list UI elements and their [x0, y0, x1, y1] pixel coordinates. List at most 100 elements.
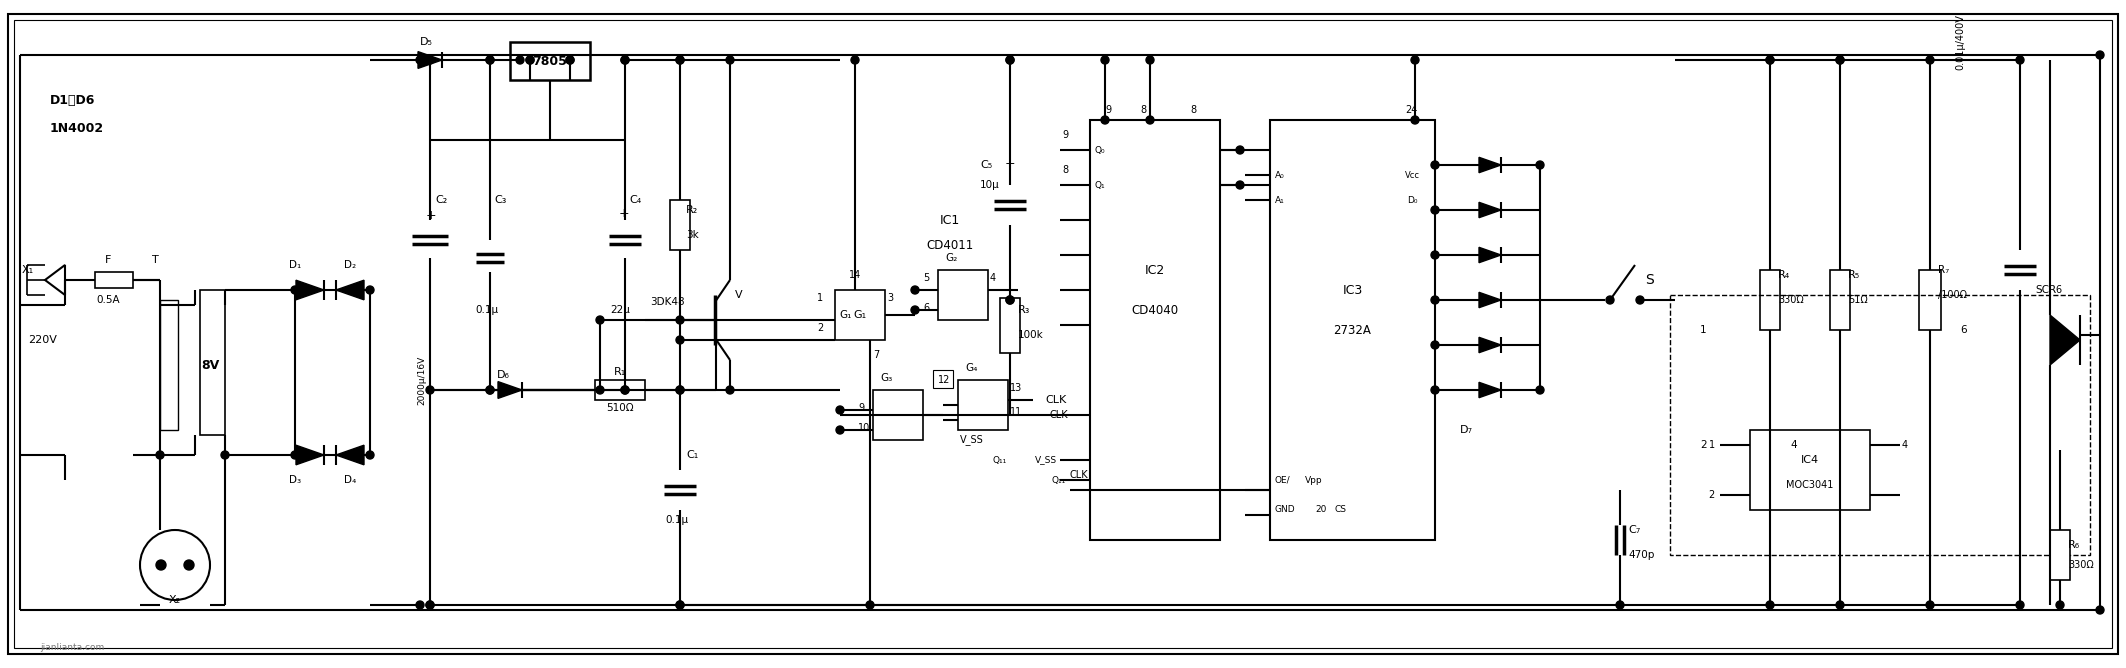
Circle shape — [1535, 386, 1543, 394]
Circle shape — [525, 56, 534, 64]
Circle shape — [621, 386, 629, 394]
Bar — [959, 380, 1008, 430]
Text: 51Ω: 51Ω — [1847, 295, 1869, 305]
Text: SCR: SCR — [2035, 285, 2056, 295]
Text: V_SS: V_SS — [961, 435, 984, 446]
Bar — [670, 200, 691, 250]
Text: 24: 24 — [1405, 105, 1418, 115]
Text: 9: 9 — [1063, 130, 1067, 140]
Text: 3k: 3k — [687, 230, 699, 240]
Circle shape — [1926, 56, 1935, 64]
Text: D₀: D₀ — [1407, 196, 1418, 204]
Text: C₃: C₃ — [493, 195, 506, 205]
Circle shape — [291, 286, 300, 294]
Circle shape — [2056, 601, 2064, 609]
Circle shape — [1431, 296, 1439, 304]
Text: V_SS: V_SS — [1035, 456, 1057, 464]
Polygon shape — [296, 445, 323, 465]
Text: R₇: R₇ — [1939, 265, 1950, 275]
Circle shape — [487, 56, 493, 64]
Text: D₅: D₅ — [421, 37, 434, 47]
Text: G₃: G₃ — [880, 373, 893, 383]
Circle shape — [2015, 56, 2024, 64]
Circle shape — [676, 386, 685, 394]
Text: C₇: C₇ — [1629, 525, 1641, 535]
Text: CS: CS — [1335, 506, 1348, 514]
Bar — [96, 272, 134, 288]
Text: C₄: C₄ — [629, 195, 642, 205]
Circle shape — [425, 601, 434, 609]
Text: Vpp: Vpp — [1305, 476, 1322, 484]
Text: 6: 6 — [923, 303, 929, 313]
Text: 2000μ/16V: 2000μ/16V — [417, 355, 427, 405]
Text: 6: 6 — [1960, 325, 1967, 335]
Text: 13: 13 — [1010, 383, 1023, 393]
Text: G₄: G₄ — [965, 363, 978, 373]
Text: CD4011: CD4011 — [927, 238, 974, 251]
Text: OE/: OE/ — [1276, 476, 1290, 484]
Bar — [1760, 270, 1779, 330]
Text: R₂: R₂ — [687, 205, 697, 215]
Circle shape — [836, 426, 844, 434]
Circle shape — [1837, 601, 1843, 609]
Text: IC2: IC2 — [1146, 263, 1165, 277]
Bar — [510, 42, 591, 80]
Text: 220V: 220V — [28, 335, 57, 345]
Text: F: F — [104, 255, 111, 265]
Circle shape — [1837, 56, 1843, 64]
Circle shape — [676, 56, 685, 64]
Circle shape — [1535, 161, 1543, 169]
Text: CD4040: CD4040 — [1131, 303, 1178, 317]
Text: 1: 1 — [1701, 325, 1707, 335]
Circle shape — [1431, 206, 1439, 214]
Text: 100k: 100k — [1018, 330, 1044, 340]
Bar — [938, 270, 989, 320]
Text: GND: GND — [1276, 506, 1295, 514]
Text: 4: 4 — [991, 273, 997, 283]
Circle shape — [676, 386, 685, 394]
Text: 9: 9 — [1106, 105, 1112, 115]
Text: 0.5A: 0.5A — [96, 295, 119, 305]
Text: 20: 20 — [1316, 506, 1327, 514]
Text: 2: 2 — [1701, 440, 1707, 450]
Text: /100Ω: /100Ω — [1939, 290, 1967, 300]
Circle shape — [566, 56, 574, 64]
Text: G₁: G₁ — [840, 310, 850, 320]
Polygon shape — [497, 381, 523, 398]
Bar — [1671, 295, 2090, 555]
Circle shape — [487, 386, 493, 394]
Text: G₂: G₂ — [946, 253, 959, 263]
Polygon shape — [419, 51, 442, 68]
Text: 4: 4 — [1790, 440, 1796, 450]
Circle shape — [221, 451, 230, 459]
Text: 330Ω: 330Ω — [2069, 560, 2094, 570]
Circle shape — [1006, 296, 1014, 304]
Circle shape — [425, 56, 434, 64]
Circle shape — [595, 316, 604, 324]
Circle shape — [912, 286, 918, 294]
Circle shape — [487, 56, 493, 64]
Circle shape — [185, 560, 193, 570]
Circle shape — [417, 601, 423, 609]
Text: 6: 6 — [2056, 285, 2060, 295]
Text: 8: 8 — [1191, 105, 1197, 115]
Text: IC1: IC1 — [940, 214, 961, 226]
Circle shape — [2096, 51, 2105, 59]
Text: Vcc: Vcc — [1405, 170, 1420, 180]
Circle shape — [1235, 181, 1244, 189]
Text: D₇: D₇ — [1461, 425, 1473, 435]
Text: 11: 11 — [1010, 407, 1023, 417]
Text: X₂: X₂ — [168, 595, 181, 605]
Polygon shape — [336, 445, 364, 465]
Circle shape — [725, 386, 733, 394]
Circle shape — [1006, 56, 1014, 64]
Bar — [2049, 530, 2071, 580]
Polygon shape — [336, 280, 364, 300]
Text: 470p: 470p — [1629, 550, 1654, 560]
Text: 1: 1 — [1709, 440, 1716, 450]
Circle shape — [621, 386, 629, 394]
Circle shape — [1837, 56, 1843, 64]
Circle shape — [155, 451, 164, 459]
Circle shape — [725, 56, 733, 64]
Bar — [159, 300, 179, 430]
